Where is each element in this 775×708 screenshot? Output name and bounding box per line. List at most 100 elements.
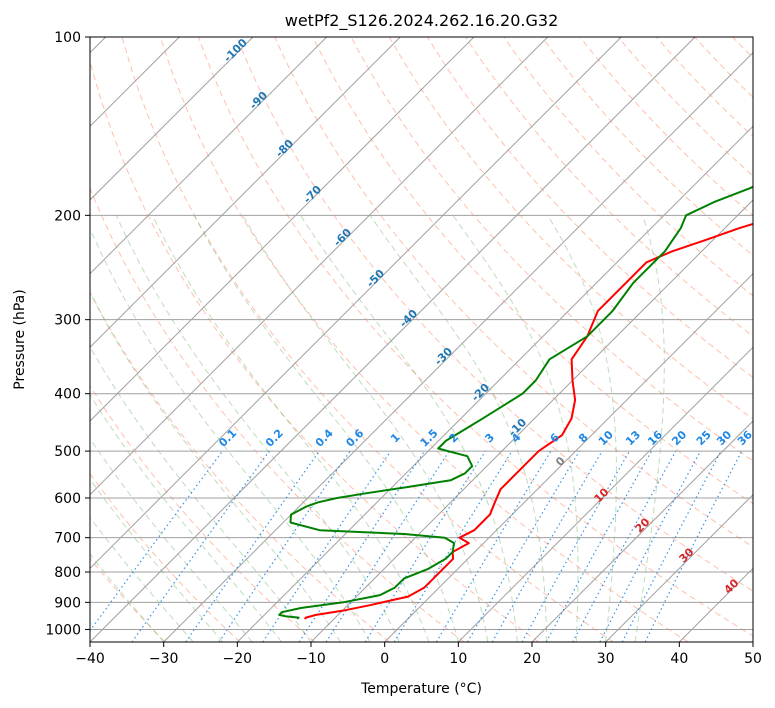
x-tick-label: 20 (523, 651, 541, 667)
mixing-ratio-line (521, 450, 631, 642)
dry-adiabat (694, 37, 753, 98)
mixing-ratio-label: 36 (735, 428, 755, 448)
moist-adiabat (369, 215, 548, 642)
moist-adiabat (634, 215, 665, 642)
mixing-ratio-line (325, 450, 450, 642)
mixing-ratio-line (131, 450, 270, 642)
isotherm (90, 37, 328, 275)
moist-adiabat (90, 516, 194, 642)
isotherm (163, 51, 753, 642)
isotherm (531, 420, 753, 642)
isotherm (90, 37, 622, 570)
mixing-ratio-label: 20 (669, 428, 689, 448)
mixing-ratio-line (262, 450, 392, 642)
isotherm (457, 346, 753, 642)
adiabat-label: 20 (633, 515, 653, 535)
moist-adiabat (90, 394, 282, 642)
y-tick-label: 200 (54, 208, 81, 224)
moist-adiabat (90, 346, 312, 642)
mixing-ratio-label: 8 (576, 431, 591, 446)
dry-adiabat (541, 37, 753, 257)
mixing-ratio-label: 13 (623, 428, 643, 448)
adiabat-label: 40 (722, 576, 742, 596)
dry-adiabat (426, 37, 753, 379)
mixing-ratio-line (621, 450, 722, 642)
mixing-ratio-label: 10 (596, 428, 616, 448)
adiabat-label: 30 (677, 545, 697, 565)
dry-adiabat (90, 384, 316, 642)
isotherm (310, 199, 753, 642)
dry-adiabat (388, 37, 753, 420)
moist-adiabat (90, 478, 223, 642)
x-tick-label: 50 (744, 651, 762, 667)
mixing-ratio-label: 25 (694, 428, 714, 448)
y-tick-label: 800 (54, 565, 81, 581)
plot-frame (89, 36, 754, 643)
mixing-ratio-line (435, 450, 552, 642)
dry-adiabat (465, 37, 753, 338)
mixing-ratio-line (185, 450, 320, 642)
mixing-ratio-line (298, 450, 425, 642)
moist-adiabat (193, 215, 459, 642)
isotherm (90, 37, 696, 642)
y-axis: 100 200 300 400 500 600 700 800 900 1000 (45, 30, 90, 638)
isotherm (752, 641, 753, 642)
isotherm (90, 37, 475, 422)
dry-adiabat (90, 291, 390, 642)
isotherm (678, 567, 753, 642)
isotherm-label: -60 (331, 226, 354, 249)
chart-title: wetPf2_S126.2024.262.16.20.G32 (285, 11, 559, 31)
isotherm-label: -100 (221, 36, 250, 65)
dry-adiabat (90, 472, 241, 642)
x-tick-label: −10 (296, 651, 326, 667)
isotherm-label: -80 (273, 137, 296, 160)
mixing-ratio-label: 0.2 (263, 427, 286, 450)
moist-adiabat (90, 437, 253, 642)
x-axis-label: Temperature (°C) (360, 681, 482, 697)
dry-adiabat (274, 37, 753, 548)
y-tick-label: 100 (54, 30, 81, 46)
y-tick-label: 600 (54, 491, 81, 507)
moist-adiabat (547, 215, 617, 642)
mixing-ratio-label: 0.1 (216, 427, 239, 450)
isotherm (90, 37, 401, 349)
dry-adiabat (90, 186, 465, 642)
isotherm (605, 493, 753, 642)
y-axis-label: Pressure (hPa) (12, 289, 28, 389)
mixing-ratio-label: 16 (645, 428, 665, 448)
isotherm (236, 125, 753, 642)
isotherm-label: -20 (469, 381, 492, 404)
mixing-ratio-label: 3 (482, 431, 497, 446)
isotherm-label: -40 (397, 307, 420, 330)
x-tick-label: 30 (597, 651, 615, 667)
moist-adiabat (90, 291, 341, 642)
x-tick-label: 10 (449, 651, 467, 667)
mixing-ratio-line (466, 450, 580, 642)
mixing-ratio-line (364, 450, 486, 642)
dry-adiabat (90, 59, 540, 642)
x-axis: −40 −30 −20 −10 0 10 20 30 40 50 (75, 642, 762, 667)
temperature-profile (303, 222, 753, 620)
y-tick-label: 500 (54, 444, 81, 460)
dry-adiabat (771, 37, 775, 642)
y-tick-label: 900 (54, 595, 81, 611)
y-tick-label: 300 (54, 313, 81, 329)
dry-adiabat (159, 37, 689, 642)
mixing-ratio-label: 30 (714, 428, 734, 448)
mixing-ratio-label: 0.4 (313, 426, 336, 449)
mixing-ratio-line (644, 450, 743, 642)
dewpoint-profile (278, 185, 753, 620)
x-tick-label: −20 (223, 651, 253, 667)
dry-adiabat (503, 37, 753, 297)
dry-adiabat (121, 37, 614, 642)
y-tick-label: 700 (54, 531, 81, 547)
moist-adiabat (452, 215, 579, 642)
x-tick-label: 40 (670, 651, 688, 667)
mixing-ratio-line (393, 450, 513, 642)
mixing-ratio-label: 0.6 (343, 426, 366, 449)
dry-adiabat (236, 37, 753, 592)
isotherm-label: -50 (364, 267, 387, 290)
mixing-ratio-line (599, 450, 702, 642)
x-tick-label: 0 (380, 651, 389, 667)
